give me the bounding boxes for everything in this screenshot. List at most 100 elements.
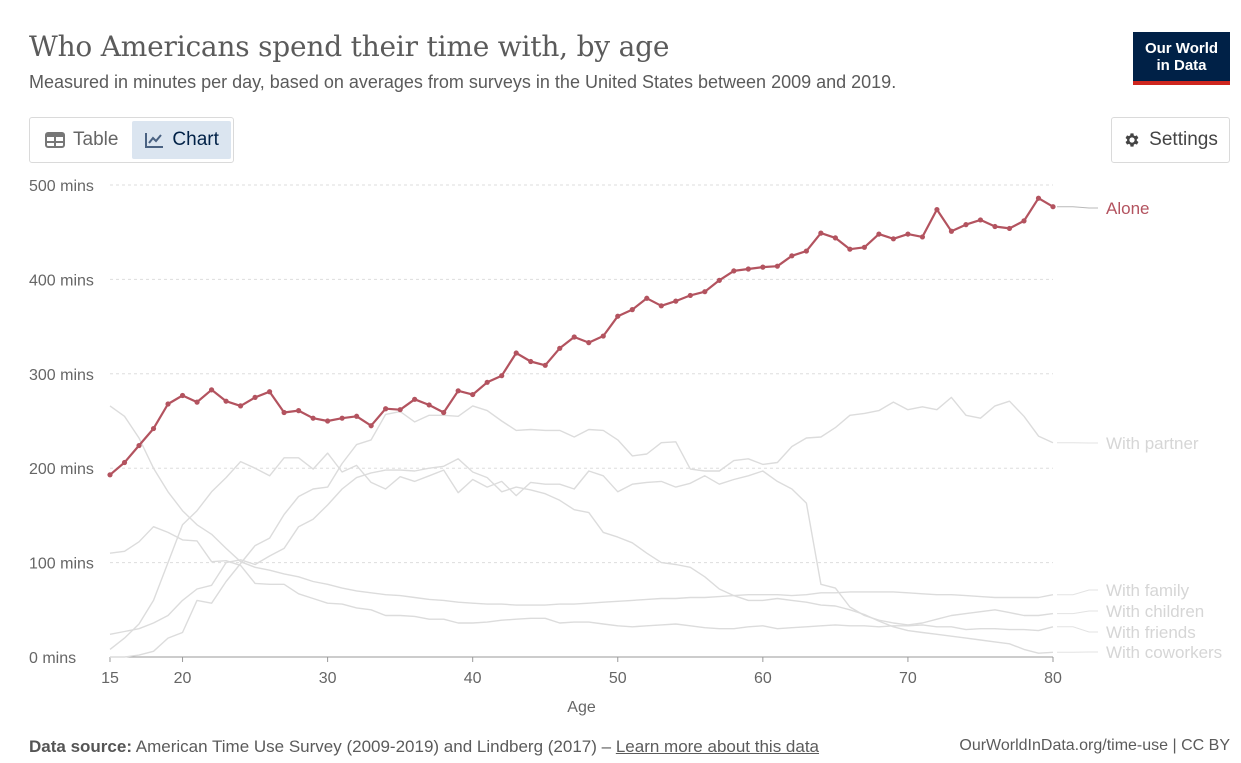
data-point — [629, 307, 635, 313]
data-point — [223, 398, 229, 404]
logo-line-1: Our World — [1144, 39, 1219, 57]
series-label: With family — [1106, 581, 1190, 600]
series-line-with-partner — [110, 396, 1054, 658]
data-point — [977, 217, 984, 223]
series-line-with-children — [109, 452, 1054, 650]
data-point — [847, 246, 853, 252]
page-title: Who Americans spend their time with, by … — [29, 30, 670, 63]
data-point — [266, 389, 273, 395]
data-point — [600, 333, 606, 339]
data-point — [615, 313, 621, 319]
data-point — [919, 234, 926, 240]
data-point — [948, 228, 955, 234]
x-tick-label: 40 — [464, 670, 482, 687]
x-axis-title: Age — [567, 699, 596, 716]
line-chart: 0 mins 100 mins 200 mins 300 mins 400 mins 50… — [29, 178, 1222, 716]
data-point — [876, 231, 882, 237]
data-point — [513, 350, 519, 356]
x-tick-label: 70 — [899, 670, 917, 687]
view-tabs: Table Chart — [29, 117, 234, 163]
tab-table-label: Table — [73, 129, 119, 150]
data-point — [1035, 195, 1042, 201]
data-point — [586, 340, 592, 346]
data-point — [818, 230, 824, 236]
data-point — [905, 231, 911, 237]
x-tick-label: 15 — [101, 670, 119, 687]
data-point — [760, 264, 766, 270]
data-point — [934, 206, 940, 213]
data-point — [281, 409, 287, 416]
label-connector — [1057, 626, 1098, 633]
series-line-with-friends — [109, 526, 1054, 632]
data-point — [702, 289, 708, 295]
y-tick-label: 0 mins — [29, 650, 76, 667]
data-point — [832, 235, 838, 241]
y-tick-label: 500 mins — [29, 178, 94, 195]
data-point — [136, 442, 142, 449]
settings-button[interactable]: Settings — [1111, 117, 1230, 163]
data-point — [1050, 204, 1056, 210]
series-label: With children — [1106, 602, 1204, 621]
data-point — [310, 415, 316, 421]
subtitle: Measured in minutes per day, based on av… — [29, 72, 897, 92]
owid-logo[interactable]: Our World in Data — [1133, 32, 1230, 85]
footer-credit[interactable]: OurWorldInData.org/time-use | CC BY — [959, 737, 1230, 754]
gear-icon — [1125, 133, 1139, 147]
data-point — [658, 303, 664, 309]
logo-line-2: in Data — [1156, 56, 1207, 74]
data-point — [557, 345, 563, 351]
tab-chart-label: Chart — [172, 129, 219, 150]
data-point — [165, 401, 171, 407]
learn-more-link[interactable]: Learn more about this data — [615, 737, 820, 756]
data-point — [296, 408, 302, 414]
data-point — [354, 413, 360, 419]
footer-source: Data source: American Time Use Survey (2… — [29, 737, 819, 757]
tab-table[interactable]: Table — [33, 121, 130, 159]
y-tick-label: 100 mins — [29, 556, 94, 573]
data-point — [455, 388, 461, 394]
data-point — [861, 244, 868, 250]
x-tick-label: 30 — [319, 670, 337, 687]
y-tick-label: 300 mins — [29, 367, 94, 384]
data-point — [383, 406, 389, 412]
data-point — [368, 423, 374, 429]
x-axis: 15 20 30 40 50 60 70 80 — [101, 656, 1062, 687]
data-point — [194, 399, 200, 405]
series-line-with-family — [109, 405, 1054, 606]
data-point — [803, 248, 809, 254]
data-point — [789, 253, 795, 259]
data-point — [992, 223, 998, 230]
data-point — [107, 472, 113, 478]
data-point — [325, 418, 331, 424]
data-point — [571, 334, 577, 340]
grid-lines — [110, 184, 1053, 658]
data-point — [542, 362, 548, 368]
source-label: Data source: — [29, 737, 132, 756]
series-label: With friends — [1106, 623, 1196, 642]
settings-label: Settings — [1149, 129, 1218, 150]
data-point — [397, 407, 403, 413]
x-tick-label: 80 — [1044, 670, 1062, 687]
data-point — [774, 263, 780, 269]
data-point — [890, 236, 897, 242]
data-point — [499, 373, 505, 379]
label-connector — [1057, 589, 1098, 596]
data-point — [1021, 218, 1027, 224]
series-labels: Alone With partner With family With childre… — [1057, 199, 1222, 662]
data-point — [121, 459, 128, 466]
series-lines — [107, 195, 1056, 658]
data-point — [237, 403, 244, 409]
data-point — [339, 415, 345, 421]
line-chart-icon — [145, 133, 164, 148]
data-point — [150, 425, 157, 432]
data-point — [644, 295, 650, 301]
tab-chart[interactable]: Chart — [132, 121, 231, 159]
data-point — [426, 402, 432, 408]
data-point — [687, 292, 693, 299]
data-point — [1006, 225, 1013, 232]
y-tick-label: 400 mins — [29, 272, 94, 289]
data-point — [963, 222, 969, 228]
x-tick-label: 60 — [754, 670, 772, 687]
data-point — [252, 394, 258, 400]
data-point — [484, 379, 490, 385]
